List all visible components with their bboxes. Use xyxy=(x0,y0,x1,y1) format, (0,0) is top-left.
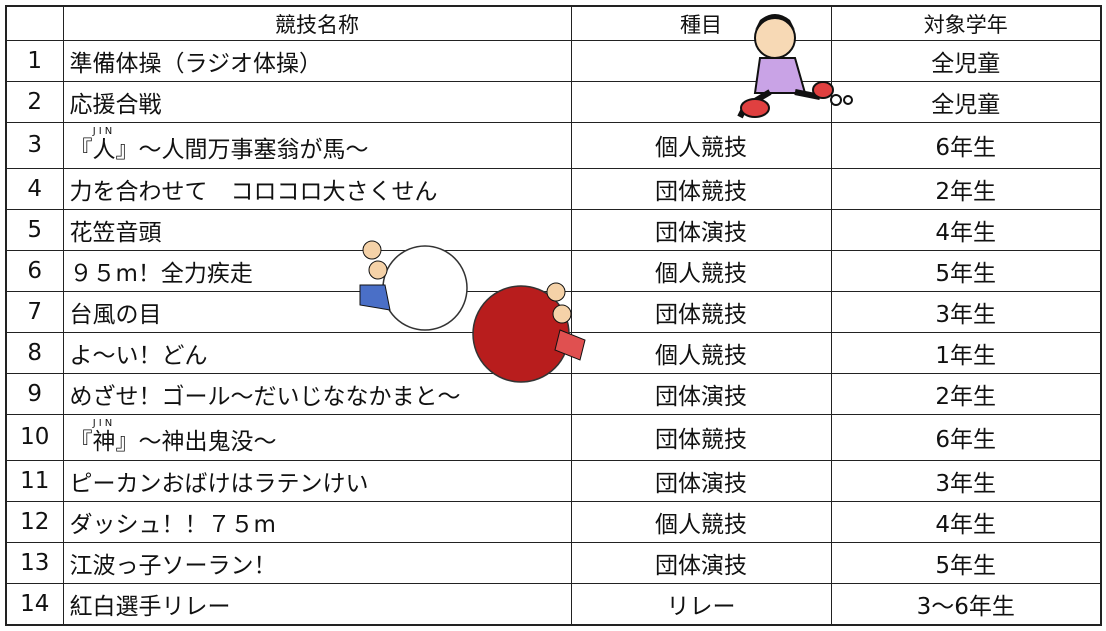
event-type: 個人競技 xyxy=(570,249,832,292)
event-name: よ～い！どん xyxy=(62,331,572,374)
table-row: 2 応援合戦 全児童 xyxy=(5,81,1102,124)
table-row: 12 ダッシュ！！７５m 個人競技 4年生 xyxy=(5,500,1102,543)
event-type: 団体競技 xyxy=(570,167,832,210)
grade: 2年生 xyxy=(830,167,1102,210)
grade: 5年生 xyxy=(830,541,1102,584)
event-name: 準備体操（ラジオ体操） xyxy=(62,39,572,83)
header-cell xyxy=(5,5,64,41)
event-name: 紅白選手リレー xyxy=(62,582,572,626)
name-text: 準備体操（ラジオ体操） xyxy=(69,51,323,78)
event-type xyxy=(570,81,832,124)
event-name: 『人JIN』～人間万事塞翁が馬～ xyxy=(62,122,572,169)
event-type: 団体競技 xyxy=(570,413,832,461)
grade: 3年生 xyxy=(830,290,1102,333)
table-row: 10 『神JIN』～神出鬼没～ 団体競技 6年生 xyxy=(5,413,1102,461)
event-name: 力を合わせて コロコロ大さくせん xyxy=(62,167,572,210)
event-type: 団体演技 xyxy=(570,459,832,502)
event-type xyxy=(570,39,832,83)
ruby-reading: JIN xyxy=(92,126,116,138)
row-number: 12 xyxy=(5,500,64,543)
name-text: ９５m！全力疾走 xyxy=(69,260,253,287)
table-row: 6 ９５m！全力疾走 個人競技 5年生 xyxy=(5,249,1102,292)
row-number: 8 xyxy=(5,331,64,374)
event-name: 『神JIN』～神出鬼没～ xyxy=(62,413,572,461)
row-number: 14 xyxy=(5,582,64,626)
ruby-text: 神JIN xyxy=(92,418,116,456)
ruby-base: 神 xyxy=(92,429,116,456)
grade: 6年生 xyxy=(830,122,1102,169)
grade: 全児童 xyxy=(830,81,1102,124)
grade: 4年生 xyxy=(830,500,1102,543)
event-type: 個人競技 xyxy=(570,331,832,374)
ruby-base: 人 xyxy=(92,137,116,164)
event-name: ピーカンおばけはラテンけい xyxy=(62,459,572,502)
event-name: ９５m！全力疾走 xyxy=(62,249,572,292)
name-text: 』～人間万事塞翁が馬～ xyxy=(115,137,369,164)
name-text: 台風の目 xyxy=(69,301,162,328)
name-prefix: 『 xyxy=(69,429,93,456)
row-number: 6 xyxy=(5,249,64,292)
grade: 全児童 xyxy=(830,39,1102,83)
name-text: 紅白選手リレー xyxy=(69,593,231,620)
program-table: 競技名称 種目 対象学年 1 準備体操（ラジオ体操） 全児童 2 応援合戦 全児童 3 『人J… xyxy=(5,5,1102,626)
ruby-reading: JIN xyxy=(92,418,116,430)
grade: 3～6年生 xyxy=(830,582,1102,626)
event-type: 団体演技 xyxy=(570,208,832,251)
name-text: 花笠音頭 xyxy=(69,219,162,246)
grade: 3年生 xyxy=(830,459,1102,502)
table-row: 7 台風の目 団体競技 3年生 xyxy=(5,290,1102,333)
table-row: 11 ピーカンおばけはラテンけい 団体演技 3年生 xyxy=(5,459,1102,502)
header-cell: 競技名称 xyxy=(62,5,572,41)
table-row: 14 紅白選手リレー リレー 3～6年生 xyxy=(5,582,1102,626)
event-name: めざせ！ゴール～だいじななかまと～ xyxy=(62,372,572,415)
header-cell: 種目 xyxy=(570,5,832,41)
row-number: 10 xyxy=(5,413,64,461)
grade: 2年生 xyxy=(830,372,1102,415)
event-type: 団体演技 xyxy=(570,372,832,415)
row-number: 5 xyxy=(5,208,64,251)
row-number: 13 xyxy=(5,541,64,584)
row-number: 4 xyxy=(5,167,64,210)
name-text: 江波っ子ソーラン！ xyxy=(69,552,277,579)
grade: 6年生 xyxy=(830,413,1102,461)
event-type: 個人競技 xyxy=(570,122,832,169)
event-name: 花笠音頭 xyxy=(62,208,572,251)
name-text: 』～神出鬼没～ xyxy=(115,429,277,456)
name-text: ダッシュ！！７５m xyxy=(69,511,276,538)
table-row: 9 めざせ！ゴール～だいじななかまと～ 団体演技 2年生 xyxy=(5,372,1102,415)
event-name: ダッシュ！！７５m xyxy=(62,500,572,543)
row-number: 3 xyxy=(5,122,64,169)
table-row: 4 力を合わせて コロコロ大さくせん 団体競技 2年生 xyxy=(5,167,1102,210)
grade: 1年生 xyxy=(830,331,1102,374)
row-number: 9 xyxy=(5,372,64,415)
event-type: 団体演技 xyxy=(570,541,832,584)
table-row: 1 準備体操（ラジオ体操） 全児童 xyxy=(5,39,1102,83)
event-type: 個人競技 xyxy=(570,500,832,543)
row-number: 2 xyxy=(5,81,64,124)
header-row: 競技名称 種目 対象学年 xyxy=(5,5,1102,41)
header-cell: 対象学年 xyxy=(830,5,1102,41)
row-number: 7 xyxy=(5,290,64,333)
name-text: ピーカンおばけはラテンけい xyxy=(69,470,369,497)
row-number: 11 xyxy=(5,459,64,502)
event-name: 江波っ子ソーラン！ xyxy=(62,541,572,584)
table-row: 8 よ～い！どん 個人競技 1年生 xyxy=(5,331,1102,374)
grade: 4年生 xyxy=(830,208,1102,251)
ruby-text: 人JIN xyxy=(92,126,116,164)
grade: 5年生 xyxy=(830,249,1102,292)
table-row: 13 江波っ子ソーラン！ 団体演技 5年生 xyxy=(5,541,1102,584)
event-name: 台風の目 xyxy=(62,290,572,333)
event-type: リレー xyxy=(570,582,832,626)
name-text: めざせ！ゴール～だいじななかまと～ xyxy=(69,383,461,410)
name-text: 力を合わせて コロコロ大さくせん xyxy=(69,178,438,205)
table-row: 3 『人JIN』～人間万事塞翁が馬～ 個人競技 6年生 xyxy=(5,122,1102,169)
name-text: 応援合戦 xyxy=(69,92,162,119)
table-row: 5 花笠音頭 団体演技 4年生 xyxy=(5,208,1102,251)
event-type: 団体競技 xyxy=(570,290,832,333)
name-text: よ～い！どん xyxy=(69,342,208,369)
name-prefix: 『 xyxy=(69,137,93,164)
event-name: 応援合戦 xyxy=(62,81,572,124)
row-number: 1 xyxy=(5,39,64,83)
